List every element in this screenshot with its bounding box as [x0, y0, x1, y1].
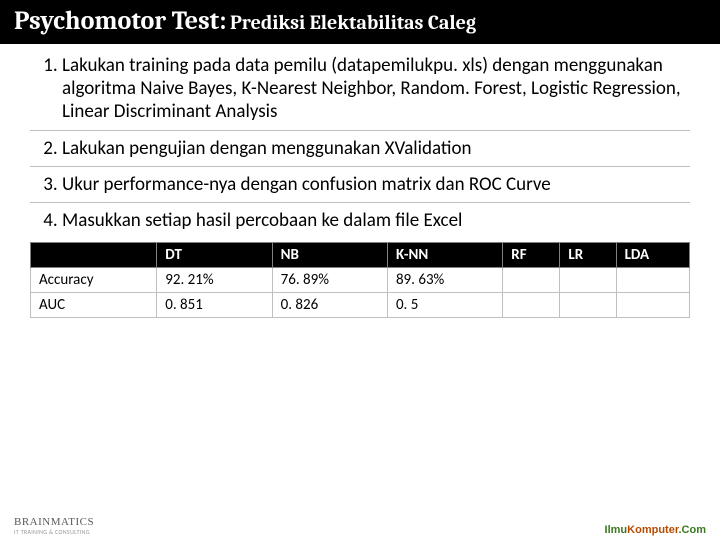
- table-cell: 92. 21%: [157, 268, 272, 293]
- step-item: Lakukan training pada data pemilu (datap…: [62, 54, 690, 124]
- table-cell: [616, 268, 689, 293]
- table-header: LR: [560, 243, 616, 268]
- title-main: Psychomotor Test:: [14, 6, 226, 36]
- table-row: AUC 0. 851 0. 826 0. 5: [31, 293, 690, 318]
- step-item: Ukur performance-nya dengan confusion ma…: [62, 173, 690, 196]
- logo-part: .Com: [679, 524, 707, 536]
- divider: [30, 202, 690, 203]
- table-header: NB: [272, 243, 387, 268]
- title-subtitle: Prediksi Elektabilitas Caleg: [230, 11, 476, 34]
- row-label: Accuracy: [31, 268, 157, 293]
- table-cell: [560, 268, 616, 293]
- row-label: AUC: [31, 293, 157, 318]
- logo-part: Ilmu: [605, 524, 628, 536]
- brand-tagline: IT TRAINING & CONSULTING: [14, 528, 94, 536]
- results-table: DT NB K-NN RF LR LDA Accuracy 92. 21% 76…: [30, 242, 690, 318]
- steps-list: Lakukan training pada data pemilu (datap…: [30, 54, 690, 124]
- step-item: Masukkan setiap hasil percobaan ke dalam…: [62, 209, 690, 232]
- divider: [30, 166, 690, 167]
- title-bar: Psychomotor Test: Prediksi Elektabilitas…: [0, 0, 720, 44]
- table-cell: 0. 826: [272, 293, 387, 318]
- steps-list: Ukur performance-nya dengan confusion ma…: [30, 173, 690, 196]
- table-cell: 0. 851: [157, 293, 272, 318]
- brand-name: BRAINMATICS: [14, 516, 94, 528]
- table-header-row: DT NB K-NN RF LR LDA: [31, 243, 690, 268]
- table-header-blank: [31, 243, 157, 268]
- table-cell: [560, 293, 616, 318]
- steps-list: Masukkan setiap hasil percobaan ke dalam…: [30, 209, 690, 232]
- table-cell: 89. 63%: [387, 268, 502, 293]
- table-cell: [616, 293, 689, 318]
- logo-part: Komputer: [627, 524, 678, 536]
- table-header: DT: [157, 243, 272, 268]
- table-row: Accuracy 92. 21% 76. 89% 89. 63%: [31, 268, 690, 293]
- table-cell: [503, 293, 560, 318]
- steps-list: Lakukan pengujian dengan menggunakan XVa…: [30, 137, 690, 160]
- footer-right-logo: IlmuKomputer.Com: [605, 524, 706, 536]
- table-header: RF: [503, 243, 560, 268]
- step-item: Lakukan pengujian dengan menggunakan XVa…: [62, 137, 690, 160]
- table-cell: 76. 89%: [272, 268, 387, 293]
- footer: BRAINMATICS IT TRAINING & CONSULTING Ilm…: [0, 516, 720, 536]
- table-header: LDA: [616, 243, 689, 268]
- table-header: K-NN: [387, 243, 502, 268]
- footer-left-logo: BRAINMATICS IT TRAINING & CONSULTING: [14, 516, 94, 536]
- content-area: Lakukan training pada data pemilu (datap…: [0, 44, 720, 318]
- table-cell: [503, 268, 560, 293]
- divider: [30, 130, 690, 131]
- table-cell: 0. 5: [387, 293, 502, 318]
